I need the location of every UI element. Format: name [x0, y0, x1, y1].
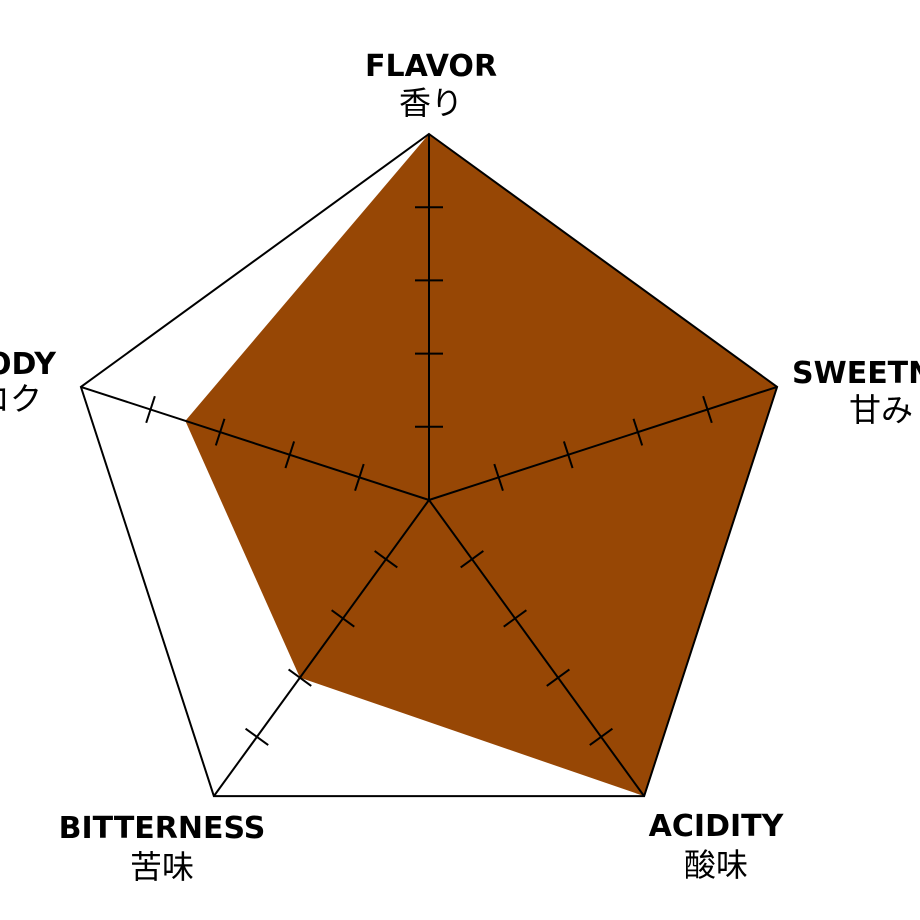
- axis-label-flavor-jp: 香り: [399, 84, 463, 122]
- axis-label-acidity-jp: 酸味: [684, 846, 748, 884]
- spoke-body: [80, 385, 430, 501]
- tick-bitterness-3: [288, 668, 312, 687]
- tick-body-2: [284, 441, 296, 469]
- tick-acidity-2: [503, 609, 527, 628]
- outer-pentagon: [79, 132, 779, 798]
- axis-spokes: [80, 134, 778, 797]
- data-area: [185, 134, 778, 797]
- spoke-acidity: [428, 499, 645, 797]
- tick-bitterness-1: [374, 550, 398, 569]
- spoke-sweetness: [428, 385, 778, 501]
- axis-label-acidity: ACIDITY: [649, 809, 785, 844]
- tick-acidity-4: [589, 727, 614, 746]
- tick-body-4: [145, 395, 156, 424]
- tick-acidity-3: [546, 668, 570, 687]
- axis-label-bitterness-jp: 苦味: [130, 848, 194, 886]
- axis-label-flavor: FLAVOR: [365, 49, 497, 84]
- tick-sweetness-2: [562, 441, 574, 469]
- tick-acidity-1: [460, 550, 484, 569]
- axis-label-sweetness: SWEETNESS: [792, 356, 920, 391]
- spoke-bitterness: [213, 499, 430, 797]
- tick-sweetness-1: [493, 463, 504, 492]
- tick-sweetness-4: [702, 395, 713, 424]
- axis-label-body: BODY: [0, 347, 57, 382]
- tick-sweetness-3: [632, 418, 644, 446]
- tick-bitterness-4: [244, 727, 269, 746]
- tick-bitterness-2: [331, 609, 355, 628]
- axis-label-bitterness: BITTERNESS: [59, 811, 266, 846]
- axis-label-sweetness-jp: 甘み: [849, 391, 913, 429]
- axis-label-body-jp: コク: [0, 380, 42, 418]
- tick-body-3: [214, 418, 226, 446]
- tick-body-1: [354, 463, 365, 492]
- tick-marks: [145, 206, 713, 746]
